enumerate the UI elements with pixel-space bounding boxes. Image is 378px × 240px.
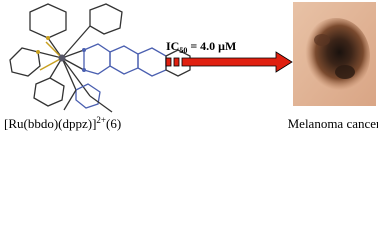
figure: [Ru(bbdo)(dppz)]2+(6) IC50 = 4.0 μM Mela… [4, 2, 378, 131]
compound-number: (6) [106, 116, 121, 131]
compound-label: [Ru(bbdo)(dppz)]2+(6) [4, 115, 121, 131]
arrow-label: IC50 = 4.0 μM [166, 39, 236, 55]
arrow [165, 51, 293, 73]
molecule-structure [9, 3, 191, 113]
ic-subscript: 50 [179, 46, 187, 55]
ic-prefix: IC [166, 39, 179, 53]
image-caption: Melanoma cancer [288, 116, 378, 131]
compound-formula: [Ru(bbdo)(dppz)] [4, 116, 96, 131]
compound-charge: 2+ [96, 115, 106, 125]
melanoma-image [293, 2, 376, 106]
ic-value: = 4.0 μM [187, 39, 236, 53]
